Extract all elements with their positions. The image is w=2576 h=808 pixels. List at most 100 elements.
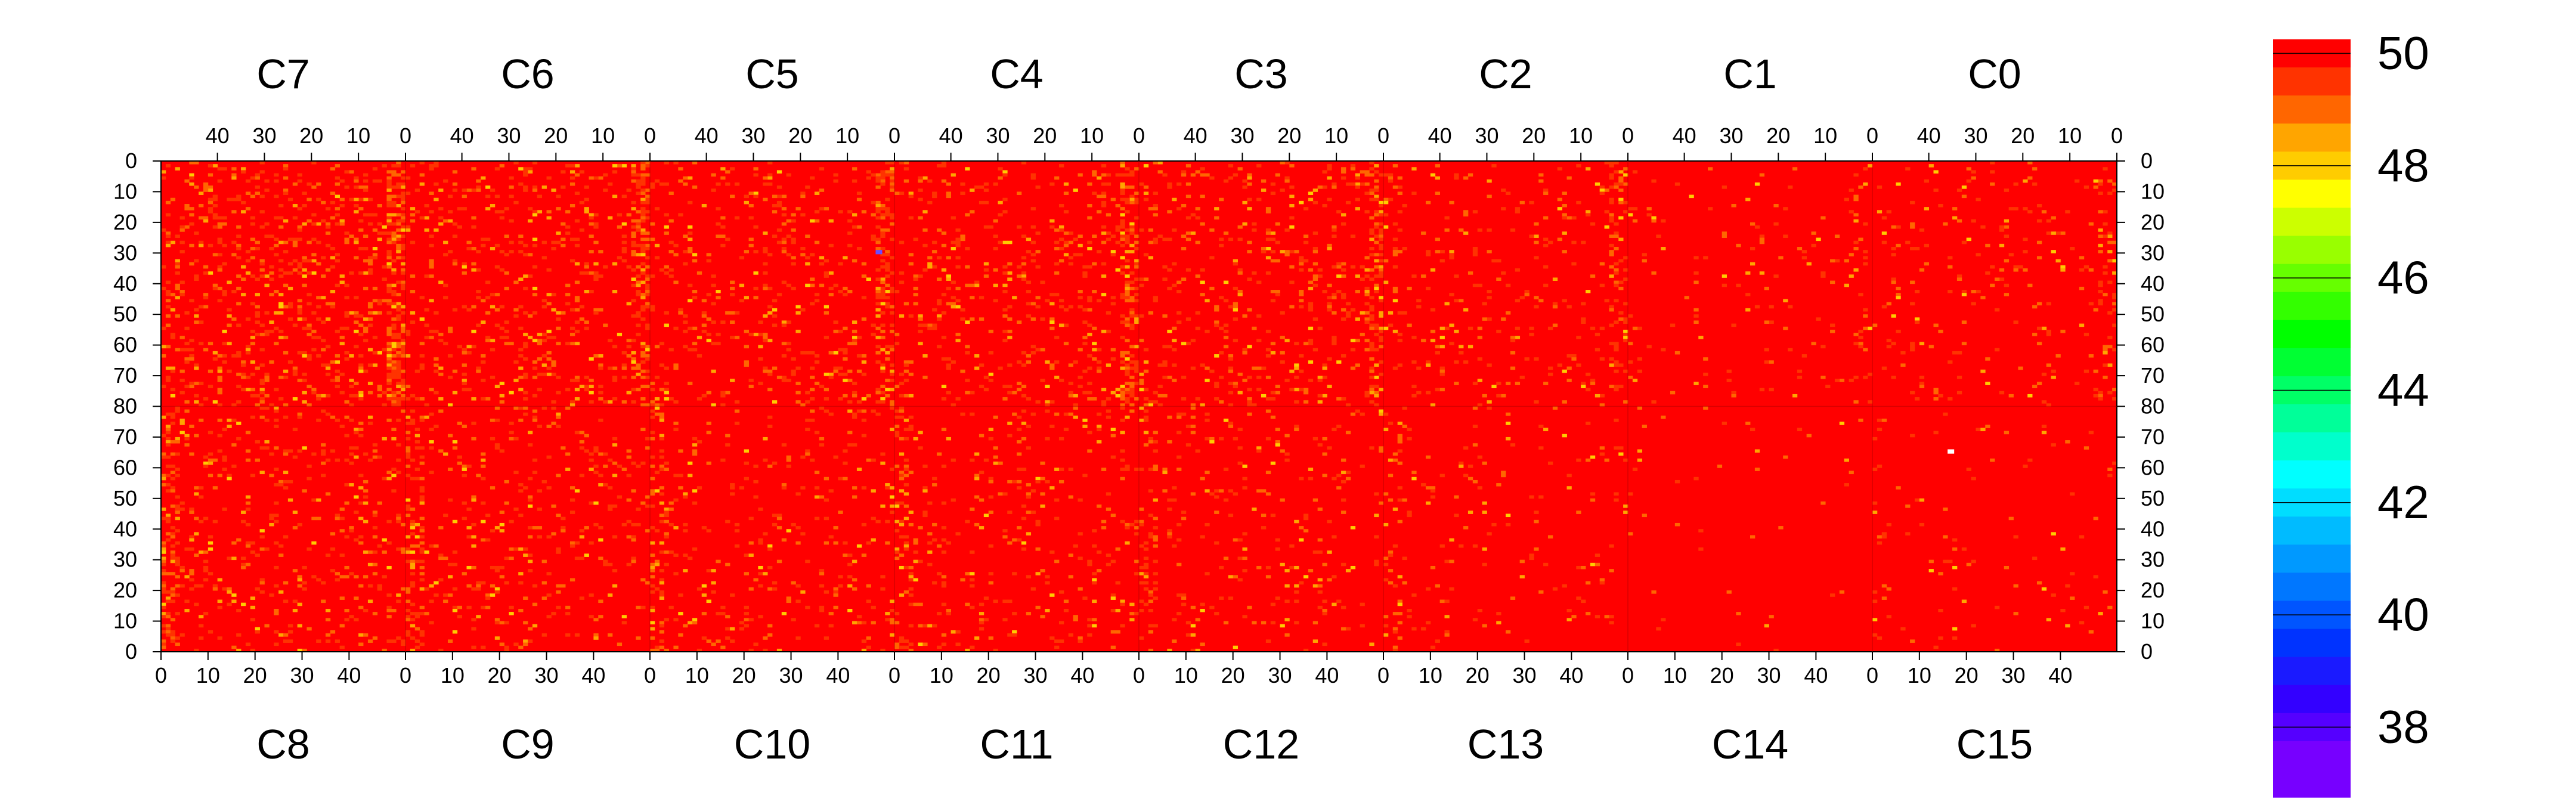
heatmap-cell [1223,280,1229,284]
heatmap-cell [574,237,580,242]
heatmap-cell [631,388,636,392]
heatmap-cell [321,348,326,352]
heatmap-cell [1007,277,1013,281]
heatmap-cell [471,587,476,591]
heatmap-cell [278,204,284,208]
heatmap-cell [640,605,646,609]
heatmap-cell [1801,354,1807,358]
heatmap-cell [2083,333,2089,336]
heatmap-cell [419,342,425,346]
heatmap-cell [1345,200,1351,205]
heatmap-cell [716,342,721,346]
heatmap-cell [528,219,533,223]
heatmap-cell [339,204,345,208]
heatmap-cell [443,452,448,456]
heatmap-cell [414,522,420,527]
heatmap-cell [354,210,359,213]
heatmap-cell [189,176,194,180]
heatmap-cell [546,351,552,355]
heatmap-cell [377,501,382,505]
heatmap-cell [410,532,416,535]
heatmap-cell [612,379,618,382]
heatmap-cell [161,452,166,456]
heatmap-cell [636,173,641,177]
heatmap-cell [363,234,369,238]
heatmap-cell [1820,216,1826,220]
heatmap-cell [1162,376,1168,379]
heatmap-cell [847,369,853,373]
heatmap-cell [927,323,933,327]
heatmap-cell [396,204,401,208]
heatmap-cell [730,336,735,339]
heatmap-cell [1017,382,1022,385]
heatmap-cell [1322,204,1327,208]
heatmap-cell [1129,360,1135,364]
heatmap-cell [1919,228,1925,232]
heatmap-cell [532,470,538,475]
heatmap-cell [227,556,232,561]
heatmap-cell [170,618,176,621]
heatmap-cell [386,333,392,336]
heatmap-cell [1054,228,1060,232]
heatmap-cell [673,363,679,367]
heatmap-cell [1759,234,1765,238]
heatmap-cell [645,188,651,192]
heatmap-cell [1030,176,1036,180]
heatmap-cell [354,431,359,435]
heatmap-cell [222,243,227,247]
heatmap-cell [175,593,180,597]
heatmap-cell [565,225,571,229]
heatmap-cell [2107,191,2113,195]
heatmap-cell [1181,277,1187,281]
heatmap-cell [631,559,636,564]
heatmap-cell [1910,345,1915,349]
heatmap-cell [208,207,213,210]
heatmap-cell [401,354,406,358]
heatmap-cell [551,247,556,250]
heatmap-cell [250,550,256,554]
heatmap-cell [321,599,326,603]
heatmap-cell [481,237,486,242]
heatmap-cell [316,197,321,202]
heatmap-cell [401,194,406,199]
heatmap-cell [245,271,251,275]
heatmap-cell [776,240,782,244]
heatmap-cell [626,302,631,306]
heatmap-cell [1910,225,1915,229]
heatmap-cell [1618,176,1624,180]
heatmap-cell [631,164,636,168]
heatmap-cell [1632,207,1638,210]
heatmap-cell [626,455,631,459]
heatmap-cell [664,213,669,216]
heatmap-cell [1454,176,1459,180]
heatmap-cell [377,311,382,315]
heatmap-cell [589,400,594,404]
heatmap-cell [748,541,754,545]
heatmap-cell [1063,182,1069,186]
heatmap-cell [814,360,820,364]
heatmap-cell [1049,400,1055,404]
heatmap-cell [626,354,631,358]
heatmap-cell [377,388,382,392]
heatmap-cell [847,400,853,404]
heatmap-cell [1369,253,1374,256]
heatmap-cell [541,479,547,484]
heatmap-cell [2112,240,2117,244]
heatmap-cell [339,326,345,330]
heatmap-cell [654,179,660,183]
heatmap-cell [1792,394,1798,398]
heatmap-cell [1125,391,1130,395]
heatmap-cell [278,302,284,306]
heatmap-cell [1506,382,1511,385]
heatmap-cell [843,372,848,376]
heatmap-cell [1472,283,1478,287]
heatmap-cell [490,348,496,352]
heatmap-cell [1129,185,1135,189]
heatmap-cell [1609,164,1614,168]
heatmap-cell [847,431,853,435]
heatmap-cell [1265,397,1271,401]
heatmap-cell [2093,185,2098,189]
heatmap-cell [494,194,500,199]
heatmap-cell [645,290,651,293]
heatmap-cell [161,550,166,554]
